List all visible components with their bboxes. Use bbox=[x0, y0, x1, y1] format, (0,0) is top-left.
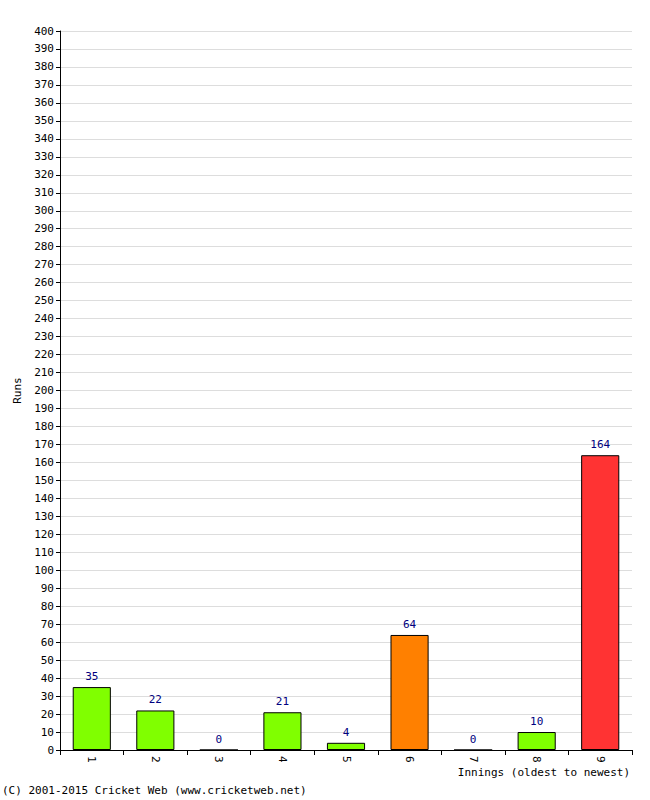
svg-text:70: 70 bbox=[41, 618, 54, 631]
svg-text:0: 0 bbox=[216, 733, 223, 746]
svg-text:50: 50 bbox=[41, 654, 54, 667]
svg-text:10: 10 bbox=[530, 715, 543, 728]
svg-text:80: 80 bbox=[41, 600, 54, 613]
svg-text:130: 130 bbox=[34, 510, 54, 523]
svg-text:150: 150 bbox=[34, 474, 54, 487]
svg-text:20: 20 bbox=[41, 708, 54, 721]
svg-text:22: 22 bbox=[149, 693, 162, 706]
svg-text:2: 2 bbox=[149, 756, 162, 763]
svg-text:4: 4 bbox=[276, 756, 289, 763]
svg-text:Runs: Runs bbox=[11, 377, 24, 404]
svg-text:400: 400 bbox=[34, 25, 54, 38]
svg-text:100: 100 bbox=[34, 564, 54, 577]
svg-text:200: 200 bbox=[34, 384, 54, 397]
svg-text:190: 190 bbox=[34, 402, 54, 415]
svg-text:280: 280 bbox=[34, 240, 54, 253]
svg-text:330: 330 bbox=[34, 150, 54, 163]
svg-text:140: 140 bbox=[34, 492, 54, 505]
svg-text:3: 3 bbox=[212, 756, 225, 763]
svg-text:64: 64 bbox=[403, 618, 417, 631]
svg-text:4: 4 bbox=[343, 726, 350, 739]
svg-text:240: 240 bbox=[34, 312, 54, 325]
svg-text:10: 10 bbox=[41, 726, 54, 739]
svg-text:0: 0 bbox=[47, 744, 54, 757]
svg-text:220: 220 bbox=[34, 348, 54, 361]
svg-text:21: 21 bbox=[276, 695, 289, 708]
svg-text:0: 0 bbox=[470, 733, 477, 746]
svg-text:210: 210 bbox=[34, 366, 54, 379]
svg-text:300: 300 bbox=[34, 204, 54, 217]
svg-text:1: 1 bbox=[85, 756, 98, 763]
svg-text:(C) 2001-2015 Cricket Web (www: (C) 2001-2015 Cricket Web (www.cricketwe… bbox=[2, 784, 307, 797]
svg-text:260: 260 bbox=[34, 276, 54, 289]
svg-text:310: 310 bbox=[34, 186, 54, 199]
svg-text:360: 360 bbox=[34, 96, 54, 109]
svg-text:390: 390 bbox=[34, 42, 54, 55]
svg-text:230: 230 bbox=[34, 330, 54, 343]
svg-text:290: 290 bbox=[34, 222, 54, 235]
svg-text:340: 340 bbox=[34, 132, 54, 145]
svg-text:40: 40 bbox=[41, 672, 54, 685]
svg-text:250: 250 bbox=[34, 294, 54, 307]
svg-text:380: 380 bbox=[34, 60, 54, 73]
svg-text:60: 60 bbox=[41, 636, 54, 649]
svg-text:370: 370 bbox=[34, 78, 54, 91]
svg-text:180: 180 bbox=[34, 420, 54, 433]
svg-text:30: 30 bbox=[41, 690, 54, 703]
svg-text:110: 110 bbox=[34, 546, 54, 559]
svg-text:8: 8 bbox=[530, 756, 543, 763]
svg-text:170: 170 bbox=[34, 438, 54, 451]
svg-text:7: 7 bbox=[467, 756, 480, 763]
svg-text:164: 164 bbox=[590, 438, 610, 451]
svg-text:350: 350 bbox=[34, 114, 54, 127]
svg-text:320: 320 bbox=[34, 168, 54, 181]
svg-text:5: 5 bbox=[340, 756, 353, 763]
svg-text:Innings (oldest to newest): Innings (oldest to newest) bbox=[458, 766, 630, 779]
svg-text:6: 6 bbox=[403, 756, 416, 763]
svg-text:160: 160 bbox=[34, 456, 54, 469]
svg-text:120: 120 bbox=[34, 528, 54, 541]
svg-text:35: 35 bbox=[85, 670, 98, 683]
svg-text:9: 9 bbox=[594, 756, 607, 763]
svg-text:90: 90 bbox=[41, 582, 54, 595]
svg-text:270: 270 bbox=[34, 258, 54, 271]
